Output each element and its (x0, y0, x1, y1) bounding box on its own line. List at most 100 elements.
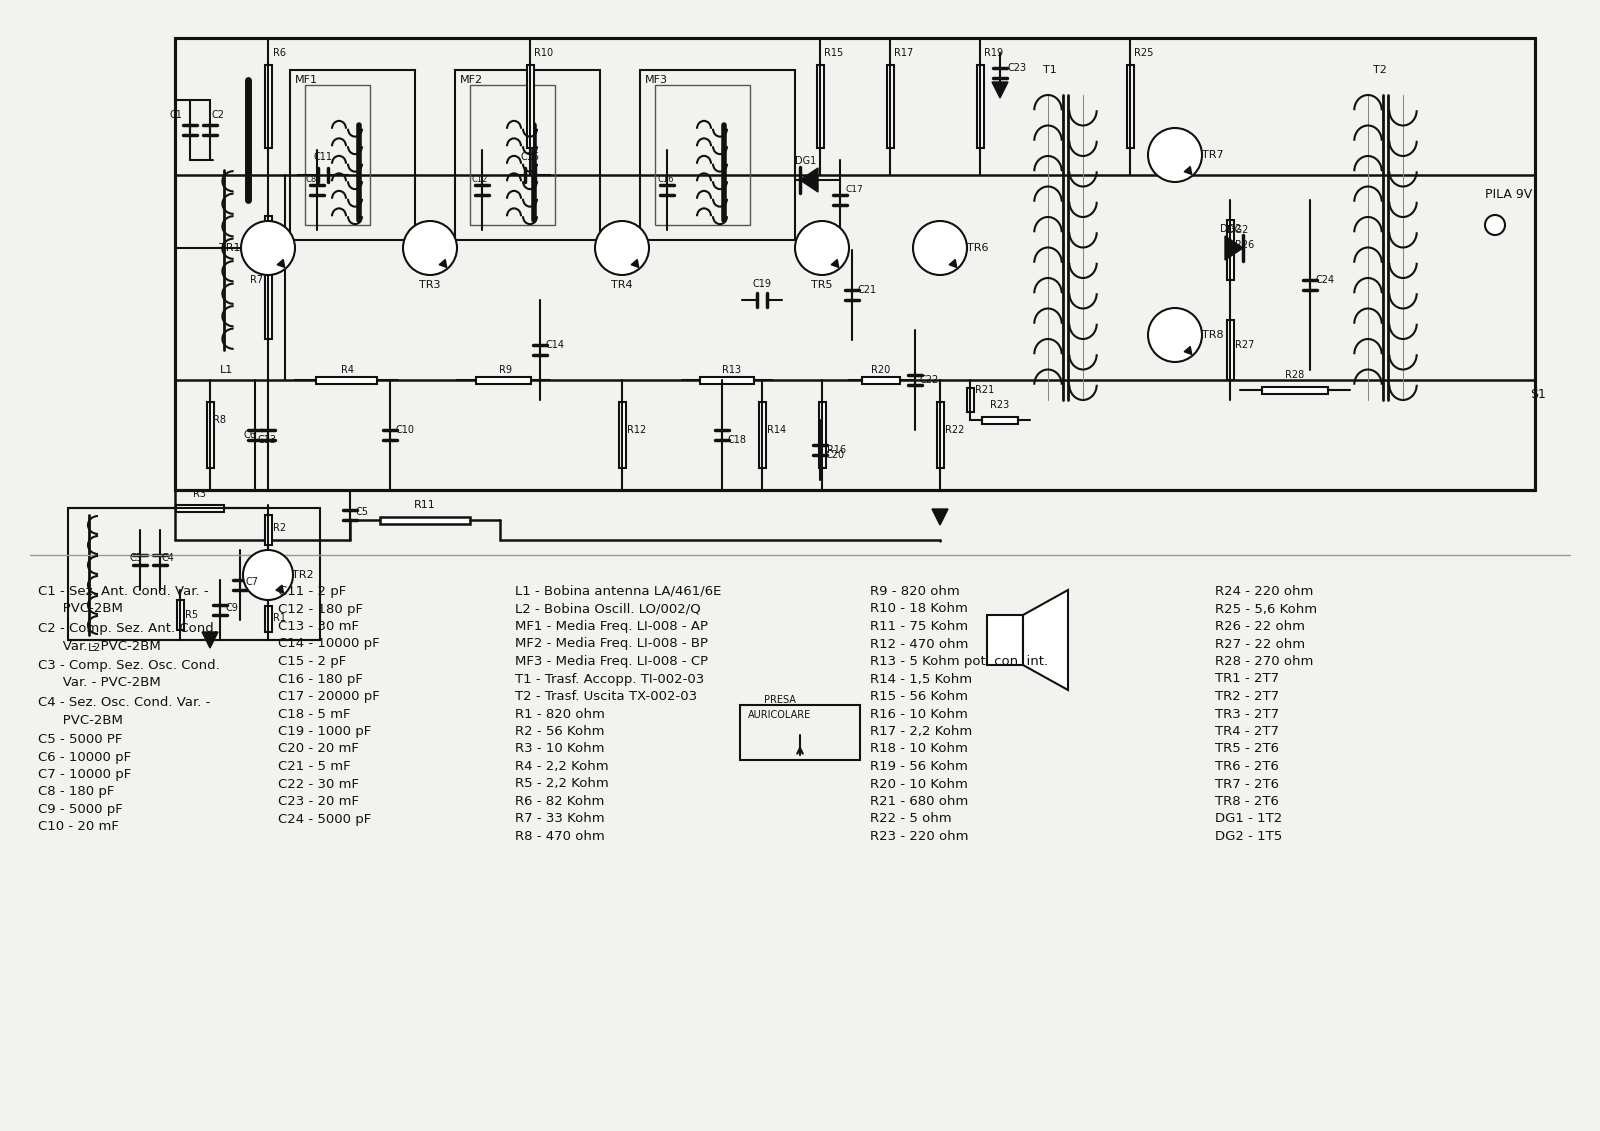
Bar (264, 66, 272, 148)
Circle shape (595, 221, 650, 275)
Polygon shape (1184, 346, 1192, 354)
Bar (654, 85, 750, 225)
Text: C19: C19 (752, 279, 771, 290)
Bar (290, 70, 414, 240)
Text: C9: C9 (226, 603, 238, 613)
Text: C13: C13 (258, 435, 277, 444)
Text: R20: R20 (872, 365, 891, 375)
Text: L2: L2 (88, 644, 101, 653)
Circle shape (1149, 128, 1202, 182)
Text: R4: R4 (341, 365, 355, 375)
Text: R12: R12 (627, 425, 646, 435)
Polygon shape (949, 259, 957, 267)
Text: DG1 - 1T2: DG1 - 1T2 (1214, 812, 1282, 826)
Circle shape (795, 221, 850, 275)
Text: TR4 - 2T7: TR4 - 2T7 (1214, 725, 1278, 739)
Text: PVC-2BM: PVC-2BM (50, 603, 123, 615)
Text: C21: C21 (858, 285, 877, 295)
Text: R1 - 820 ohm: R1 - 820 ohm (515, 708, 605, 720)
Text: R2: R2 (274, 523, 286, 533)
Text: R25: R25 (1134, 48, 1154, 58)
Text: TR2: TR2 (293, 570, 314, 580)
Polygon shape (1022, 590, 1069, 690)
Text: C21 - 5 mF: C21 - 5 mF (278, 760, 350, 772)
Text: TR6 - 2T6: TR6 - 2T6 (1214, 760, 1278, 772)
Text: Var. - PVC-2BM: Var. - PVC-2BM (50, 639, 160, 653)
Text: AURICOLARE: AURICOLARE (749, 710, 811, 720)
Text: T1: T1 (1043, 64, 1056, 75)
Text: T1 - Trasf. Accopp. TI-002-03: T1 - Trasf. Accopp. TI-002-03 (515, 673, 704, 685)
Bar (526, 66, 533, 148)
Text: R26: R26 (1235, 240, 1254, 250)
Text: C16 - 180 pF: C16 - 180 pF (278, 673, 363, 685)
Text: R14: R14 (766, 425, 786, 435)
Text: R10: R10 (534, 48, 554, 58)
Text: R10 - 18 Kohm: R10 - 18 Kohm (870, 603, 968, 615)
Polygon shape (830, 259, 838, 267)
Text: TR3: TR3 (419, 280, 440, 290)
Text: TR7: TR7 (1202, 150, 1224, 159)
Text: R8 - 470 ohm: R8 - 470 ohm (515, 830, 605, 843)
Text: MF2 - Media Freq. LI-008 - BP: MF2 - Media Freq. LI-008 - BP (515, 638, 707, 650)
Text: C2 - Comp. Sez. Ant. Cond.: C2 - Comp. Sez. Ant. Cond. (38, 622, 218, 634)
Text: C23 - 20 mF: C23 - 20 mF (278, 795, 358, 808)
Text: C2: C2 (211, 110, 226, 120)
Bar (987, 615, 1022, 665)
Bar (315, 377, 378, 383)
Text: TR1 - 2T7: TR1 - 2T7 (1214, 673, 1278, 685)
Text: C3 - Comp. Sez. Osc. Cond.: C3 - Comp. Sez. Osc. Cond. (38, 659, 219, 672)
Text: R28: R28 (1285, 370, 1304, 380)
Bar (982, 416, 1018, 423)
Text: C19 - 1000 pF: C19 - 1000 pF (278, 725, 371, 739)
Text: R6 - 82 Kohm: R6 - 82 Kohm (515, 795, 605, 808)
Text: C10: C10 (395, 425, 414, 435)
Text: C11: C11 (314, 152, 333, 162)
Text: C7: C7 (245, 577, 258, 587)
Circle shape (1149, 308, 1202, 362)
Text: C14 - 10000 pF: C14 - 10000 pF (278, 638, 379, 650)
Text: R2 - 56 Kohm: R2 - 56 Kohm (515, 725, 605, 739)
Bar (1262, 387, 1328, 394)
Text: TR3 - 2T7: TR3 - 2T7 (1214, 708, 1278, 720)
Text: C12: C12 (472, 175, 488, 184)
Bar (739, 705, 861, 760)
Text: R9: R9 (499, 365, 512, 375)
Bar (381, 517, 470, 524)
Text: C11 - 2 pF: C11 - 2 pF (278, 585, 346, 598)
Text: R17 - 2,2 Kohm: R17 - 2,2 Kohm (870, 725, 973, 739)
Text: R24 - 220 ohm: R24 - 220 ohm (1214, 585, 1314, 598)
Text: C20 - 20 mF: C20 - 20 mF (278, 742, 358, 756)
Bar (1227, 320, 1234, 380)
Text: R26 - 22 ohm: R26 - 22 ohm (1214, 620, 1306, 633)
Polygon shape (202, 632, 218, 648)
Text: C8: C8 (306, 175, 317, 184)
Text: R12 - 470 ohm: R12 - 470 ohm (870, 638, 968, 650)
Text: PILA 9V: PILA 9V (1485, 189, 1533, 201)
Text: C5 - 5000 PF: C5 - 5000 PF (38, 733, 122, 746)
Circle shape (1485, 215, 1506, 235)
Text: TR8: TR8 (1202, 330, 1224, 340)
Bar (862, 377, 901, 383)
Text: C3: C3 (130, 553, 142, 563)
Polygon shape (1184, 166, 1192, 174)
Text: T2 - Trasf. Uscita TX-002-03: T2 - Trasf. Uscita TX-002-03 (515, 690, 698, 703)
Text: R14 - 1,5 Kohm: R14 - 1,5 Kohm (870, 673, 973, 685)
Polygon shape (630, 259, 638, 267)
Text: C13 - 30 mF: C13 - 30 mF (278, 620, 358, 633)
Bar (1227, 221, 1234, 280)
Text: MF3 - Media Freq. LI-008 - CP: MF3 - Media Freq. LI-008 - CP (515, 655, 709, 668)
Text: R15 - 56 Kohm: R15 - 56 Kohm (870, 690, 968, 703)
Text: R21 - 680 ohm: R21 - 680 ohm (870, 795, 968, 808)
Text: R7: R7 (250, 275, 262, 285)
Text: C17 - 20000 pF: C17 - 20000 pF (278, 690, 379, 703)
Text: DG2: DG2 (1227, 225, 1248, 235)
Bar (264, 216, 272, 339)
Text: C24 - 5000 pF: C24 - 5000 pF (278, 812, 371, 826)
Bar (264, 606, 272, 631)
Bar (640, 70, 795, 240)
Bar (475, 377, 531, 383)
Text: R22 - 5 ohm: R22 - 5 ohm (870, 812, 952, 826)
Circle shape (403, 221, 458, 275)
Text: DG1: DG1 (795, 156, 816, 166)
Text: C22: C22 (920, 375, 939, 385)
